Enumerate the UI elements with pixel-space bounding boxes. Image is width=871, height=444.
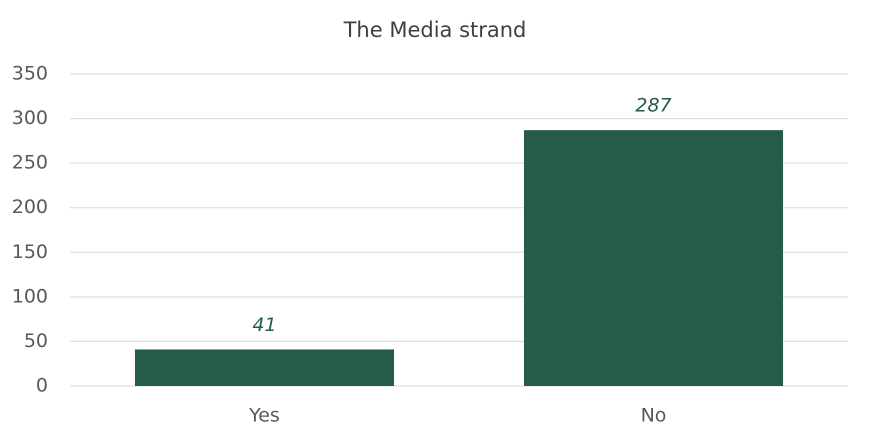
- data-label: 41: [252, 314, 276, 336]
- chart-title: The Media strand: [343, 18, 527, 42]
- bar: [134, 349, 395, 386]
- y-tick-label: 200: [12, 196, 48, 218]
- y-tick-label: 50: [24, 330, 48, 352]
- y-tick-label: 100: [12, 285, 48, 307]
- y-tick-label: 250: [12, 152, 48, 174]
- x-tick-label: No: [641, 405, 667, 427]
- x-tick-label: Yes: [248, 405, 280, 427]
- bar: [523, 130, 784, 386]
- y-tick-label: 350: [12, 63, 48, 85]
- y-tick-label: 0: [36, 375, 48, 397]
- y-tick-label: 150: [12, 241, 48, 263]
- y-tick-label: 300: [12, 107, 48, 129]
- data-label: 287: [635, 95, 671, 117]
